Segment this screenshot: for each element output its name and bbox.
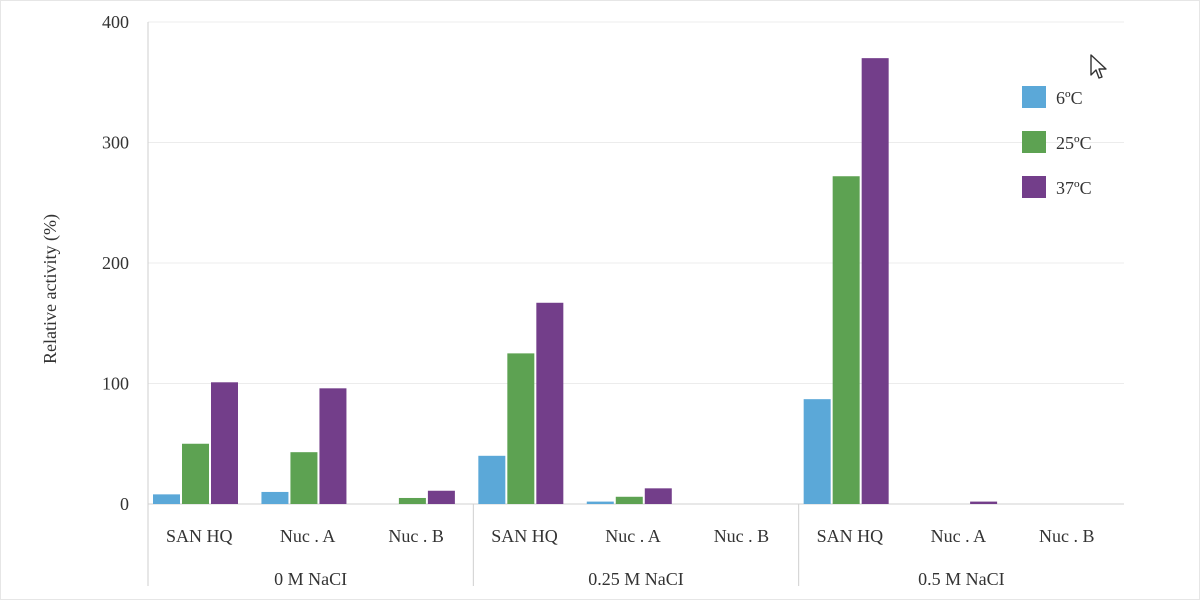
axes: 0 100 200 300 400 <box>102 12 800 586</box>
bar <box>586 501 614 504</box>
category-label: Nuc . A <box>605 526 661 546</box>
legend-label: 6ºC <box>1056 88 1083 108</box>
category-label: SAN HQ <box>491 526 558 546</box>
legend-swatch <box>1022 176 1046 198</box>
y-tick-label: 200 <box>102 253 129 273</box>
bar <box>536 302 564 504</box>
y-axis-title: Relative activity (%) <box>40 214 61 364</box>
category-label: Nuc . B <box>714 526 770 546</box>
group-label: 0.25 M NaCI <box>588 569 684 589</box>
group-label: 0.5 M NaCI <box>918 569 1005 589</box>
legend-label: 25ºC <box>1056 133 1092 153</box>
category-label: Nuc . A <box>931 526 987 546</box>
bar <box>615 496 643 504</box>
category-label: Nuc . B <box>388 526 444 546</box>
bar <box>319 388 347 504</box>
y-tick-label: 0 <box>120 494 129 514</box>
category-labels: SAN HQ Nuc . A Nuc . B 0 M NaCI SAN HQ Nuc . … <box>166 526 1095 589</box>
y-tick-label: 300 <box>102 133 129 153</box>
bar <box>803 399 831 504</box>
bar <box>507 353 535 504</box>
cursor-icon <box>1090 54 1107 79</box>
legend-swatch <box>1022 86 1046 108</box>
bar <box>970 501 998 504</box>
category-label: SAN HQ <box>166 526 233 546</box>
bars <box>153 58 998 505</box>
bar <box>290 452 318 504</box>
y-tick-label: 400 <box>102 12 129 32</box>
category-label: SAN HQ <box>817 526 884 546</box>
bar <box>478 455 506 504</box>
legend: 6ºC 25ºC 37ºC <box>1022 86 1092 198</box>
group-label: 0 M NaCI <box>274 569 347 589</box>
category-label: Nuc . A <box>280 526 336 546</box>
bar <box>211 382 238 504</box>
bar <box>261 491 289 504</box>
bar <box>861 58 889 505</box>
bar <box>427 490 455 504</box>
bar <box>153 494 180 504</box>
legend-swatch <box>1022 131 1046 153</box>
bar <box>644 488 672 504</box>
legend-label: 37ºC <box>1056 178 1092 198</box>
bar <box>182 443 209 504</box>
gridlines <box>148 21 1124 505</box>
bar <box>832 176 860 505</box>
category-label: Nuc . B <box>1039 526 1095 546</box>
bar <box>398 497 426 504</box>
y-tick-label: 100 <box>102 374 129 394</box>
